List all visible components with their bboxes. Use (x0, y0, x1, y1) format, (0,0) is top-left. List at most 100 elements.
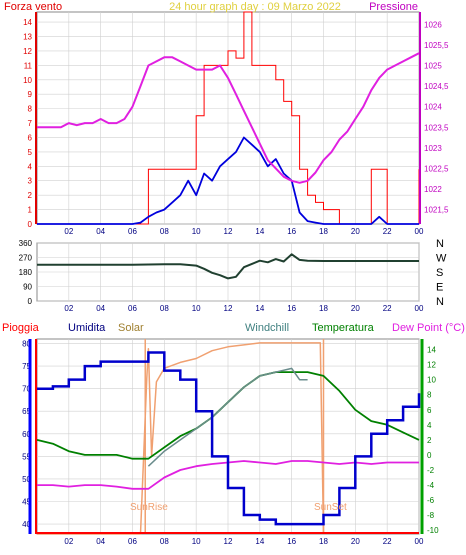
temperature-tick-label--2: -2 (427, 466, 435, 475)
chart-date-title: 24 hour graph day : 09 Marzo 2022 (169, 1, 341, 13)
sunrise-label: SunRise (130, 502, 168, 513)
humidity-tick-label-80: 80 (22, 340, 31, 349)
wind-tick-label-4: 4 (28, 162, 33, 171)
temperature-tick-label--8: -8 (427, 511, 435, 520)
x-tick-label-14: 14 (255, 537, 264, 546)
wind-average-line (37, 136, 419, 225)
humidity-tick-label-40: 40 (22, 520, 31, 529)
pressure-tick-label-1024: 1024 (424, 103, 442, 112)
x-tick-label-16: 16 (287, 304, 296, 313)
wind-tick-label-1: 1 (28, 206, 33, 215)
compass-label-3-e: E (436, 282, 443, 294)
sunset-label: SunSet (314, 502, 347, 513)
temperature-tick-label-4: 4 (427, 421, 432, 430)
x-tick-label-22: 22 (383, 227, 392, 236)
temperature-tick-label--6: -6 (427, 496, 435, 505)
x-tick-label-20: 20 (351, 304, 360, 313)
wind-tick-label-9: 9 (28, 90, 33, 99)
x-tick-label-04: 04 (96, 304, 105, 313)
x-tick-label-20: 20 (351, 537, 360, 546)
wind-tick-label-6: 6 (28, 133, 33, 142)
x-tick-label-18: 18 (319, 537, 328, 546)
humidity-tick-label-75: 75 (22, 362, 31, 371)
x-tick-label-16: 16 (287, 227, 296, 236)
temperature-tick-label-2: 2 (427, 436, 432, 445)
x-tick-label-20: 20 (351, 227, 360, 236)
x-tick-label-18: 18 (319, 304, 328, 313)
wind-tick-label-12: 12 (23, 47, 32, 56)
pressure-tick-label-1022-5: 1022,5 (424, 164, 449, 173)
x-tick-label-02: 02 (64, 537, 73, 546)
legend-temperatura: Temperatura (312, 322, 375, 334)
windchill-line (147, 367, 308, 467)
wind-tick-label-0: 0 (28, 220, 33, 229)
x-tick-label-22: 22 (383, 304, 392, 313)
legend-windchill: Windchill (245, 322, 289, 334)
x-tick-label-12: 12 (224, 304, 233, 313)
pressure-tick-label-1021-5: 1021,5 (424, 206, 449, 215)
x-tick-label-04: 04 (96, 537, 105, 546)
compass-label-2-s: S (436, 267, 443, 279)
pressure-line (37, 52, 420, 184)
wind-tick-label-2: 2 (28, 191, 33, 200)
pressure-tick-label-1024-5: 1024,5 (424, 82, 449, 91)
x-tick-label-06: 06 (128, 304, 137, 313)
direction-tick-label-180: 180 (19, 268, 33, 277)
pressure-tick-label-1023: 1023 (424, 144, 442, 153)
pressure-tick-label-1026: 1026 (424, 20, 442, 29)
direction-tick-label-360: 360 (19, 239, 33, 248)
wind-tick-label-7: 7 (28, 119, 33, 128)
x-tick-label-16: 16 (287, 537, 296, 546)
x-tick-label-10: 10 (192, 227, 201, 236)
humidity-tick-label-55: 55 (22, 452, 31, 461)
temperature-tick-label-8: 8 (427, 391, 432, 400)
pressure-tick-label-1025: 1025 (424, 62, 442, 71)
x-tick-label-08: 08 (160, 304, 169, 313)
temperature-tick-label--10: -10 (427, 526, 439, 535)
temperature-tick-label--4: -4 (427, 481, 435, 490)
direction-tick-label-270: 270 (19, 254, 33, 263)
wind-tick-label-8: 8 (28, 105, 33, 114)
temperature-tick-label-14: 14 (427, 346, 436, 355)
wind-speed-title: Forza vento (4, 1, 62, 13)
x-tick-label-02: 02 (64, 227, 73, 236)
humidity-tick-label-45: 45 (22, 498, 31, 507)
humidity-tick-label-60: 60 (22, 430, 31, 439)
temperature-tick-label-6: 6 (427, 406, 432, 415)
humidity-tick-label-65: 65 (22, 407, 31, 416)
direction-tick-label-90: 90 (23, 283, 32, 292)
pressure-title: Pressione (369, 1, 418, 13)
pressure-tick-label-1025-5: 1025,5 (424, 41, 449, 50)
pressure-tick-label-1022: 1022 (424, 185, 442, 194)
compass-label-1-w: W (436, 253, 447, 265)
humidity-line (37, 351, 421, 526)
x-tick-label-22: 22 (383, 537, 392, 546)
compass-label-4-n: N (436, 296, 444, 308)
pressure-tick-label-1023-5: 1023,5 (424, 123, 449, 132)
wind-tick-label-13: 13 (23, 33, 32, 42)
x-tick-label-00: 00 (415, 537, 424, 546)
x-tick-label-00: 00 (415, 304, 424, 313)
legend-solar: Solar (118, 322, 144, 334)
x-tick-label-12: 12 (224, 537, 233, 546)
x-tick-label-14: 14 (255, 227, 264, 236)
x-tick-label-00: 00 (415, 227, 424, 236)
compass-label-0-n: N (436, 238, 444, 250)
x-tick-label-10: 10 (192, 537, 201, 546)
wind-tick-label-10: 10 (23, 76, 32, 85)
x-tick-label-06: 06 (128, 537, 137, 546)
legend-dew-point: Dew Point (°C) (392, 322, 465, 334)
wind-tick-label-5: 5 (28, 148, 33, 157)
wind-tick-label-11: 11 (24, 61, 33, 70)
x-tick-label-14: 14 (255, 304, 264, 313)
x-tick-label-02: 02 (64, 304, 73, 313)
x-tick-label-08: 08 (160, 537, 169, 546)
humidity-tick-label-50: 50 (22, 475, 31, 484)
x-tick-label-18: 18 (319, 227, 328, 236)
wind-direction-line (37, 253, 419, 280)
x-tick-label-08: 08 (160, 227, 169, 236)
x-tick-label-04: 04 (96, 227, 105, 236)
x-tick-label-06: 06 (128, 227, 137, 236)
temperature-tick-label-12: 12 (427, 361, 436, 370)
